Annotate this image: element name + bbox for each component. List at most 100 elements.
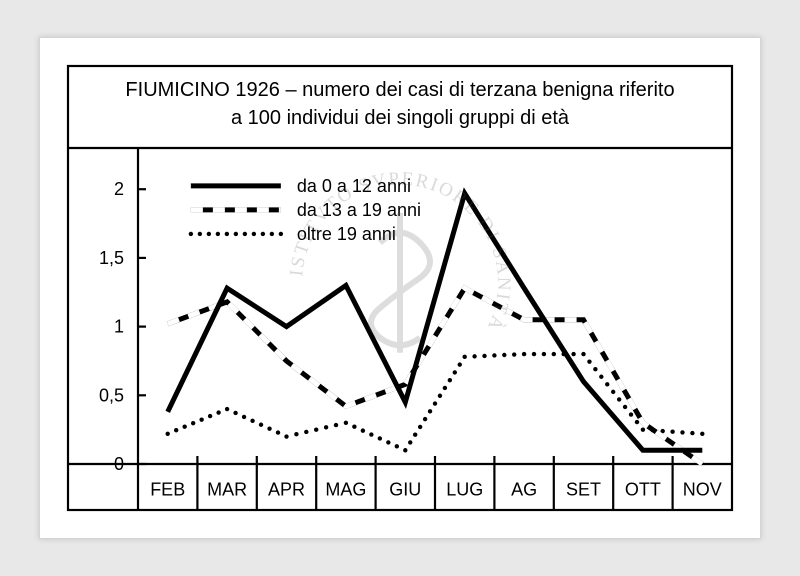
barber-over (168, 288, 703, 464)
dot (378, 436, 382, 440)
dot (593, 367, 597, 371)
dot (443, 386, 447, 390)
dot (552, 352, 556, 356)
series-s13_19 (168, 288, 703, 464)
legend-sample (207, 232, 211, 236)
y-label: 1 (114, 317, 124, 337)
dot (635, 420, 639, 424)
dot (199, 417, 203, 421)
dot (428, 409, 432, 413)
dot (344, 421, 348, 425)
dot (418, 425, 422, 429)
series-s_over19 (166, 352, 705, 453)
dot (482, 354, 486, 358)
page: FIUMICINO 1926 – numero dei casi di terz… (0, 0, 800, 576)
legend-sample (252, 232, 256, 236)
dot (448, 378, 452, 382)
dot (472, 354, 476, 358)
dot (174, 428, 178, 432)
dot (386, 440, 390, 444)
dot (458, 362, 462, 366)
chart-card: FIUMICINO 1926 – numero dei casi di terz… (39, 37, 761, 539)
dot (502, 353, 506, 357)
dot (352, 425, 356, 429)
legend-sample (234, 232, 238, 236)
dot (267, 426, 271, 430)
dot (700, 432, 704, 436)
dot (611, 390, 615, 394)
legend-sample (261, 232, 265, 236)
dot (259, 423, 263, 427)
legend-sample (198, 232, 202, 236)
dot (623, 405, 627, 409)
dot (512, 352, 516, 356)
x-label: LUG (446, 479, 483, 499)
dot (433, 401, 437, 405)
dot (208, 414, 212, 418)
x-label: MAG (325, 479, 366, 499)
dot (369, 432, 373, 436)
legend-label: oltre 19 anni (297, 224, 396, 244)
y-label: 0,5 (99, 385, 124, 405)
dot (413, 432, 417, 436)
dot (438, 394, 442, 398)
dot (605, 382, 609, 386)
dot (233, 411, 237, 415)
legend-sample (216, 232, 220, 236)
dot (314, 427, 318, 431)
dot (284, 434, 288, 438)
dot (216, 410, 220, 414)
dot (182, 425, 186, 429)
x-label: NOV (683, 479, 722, 499)
x-label: SET (566, 479, 601, 499)
dot (324, 425, 328, 429)
outer-frame (68, 66, 732, 510)
dot (581, 352, 585, 356)
legend-sample (243, 232, 247, 236)
dot (408, 440, 412, 444)
dot (532, 352, 536, 356)
x-label: OTT (625, 479, 661, 499)
x-label: APR (268, 479, 305, 499)
dot (250, 419, 254, 423)
dot (334, 423, 338, 427)
y-label: 1,5 (99, 248, 124, 268)
dot (294, 432, 298, 436)
dot (463, 355, 467, 359)
title-line-2: a 100 individui dei singoli gruppi di et… (231, 107, 570, 129)
dot (423, 417, 427, 421)
legend-sample (279, 232, 283, 236)
dot (403, 448, 407, 452)
dot (276, 430, 280, 434)
dot (304, 430, 308, 434)
dot (670, 430, 674, 434)
legend-sample (189, 232, 193, 236)
dot (617, 397, 621, 401)
dot (361, 428, 365, 432)
chart-svg: FIUMICINO 1926 – numero dei casi di terz… (40, 38, 760, 538)
title-line-1: FIUMICINO 1926 – numero dei casi di terz… (125, 79, 674, 101)
dot (587, 359, 591, 363)
dot (542, 352, 546, 356)
y-label: 0 (114, 454, 124, 474)
dot (191, 421, 195, 425)
dot (680, 430, 684, 434)
dot (599, 375, 603, 379)
dot (522, 352, 526, 356)
legend: da 0 a 12 anni da 13 a 19 anni oltre 19 an… (189, 176, 421, 244)
dot (242, 415, 246, 419)
legend-label: da 13 a 19 anni (297, 200, 421, 220)
x-label: MAR (207, 479, 247, 499)
x-label: GIU (389, 479, 421, 499)
legend-label: da 0 a 12 anni (297, 176, 411, 196)
dot (453, 370, 457, 374)
dot (571, 352, 575, 356)
dot (492, 353, 496, 357)
dot (690, 431, 694, 435)
dot (395, 444, 399, 448)
x-label: AG (511, 479, 537, 499)
dot (641, 427, 645, 431)
dot (629, 412, 633, 416)
barber-under (168, 288, 703, 464)
dot (225, 407, 229, 411)
